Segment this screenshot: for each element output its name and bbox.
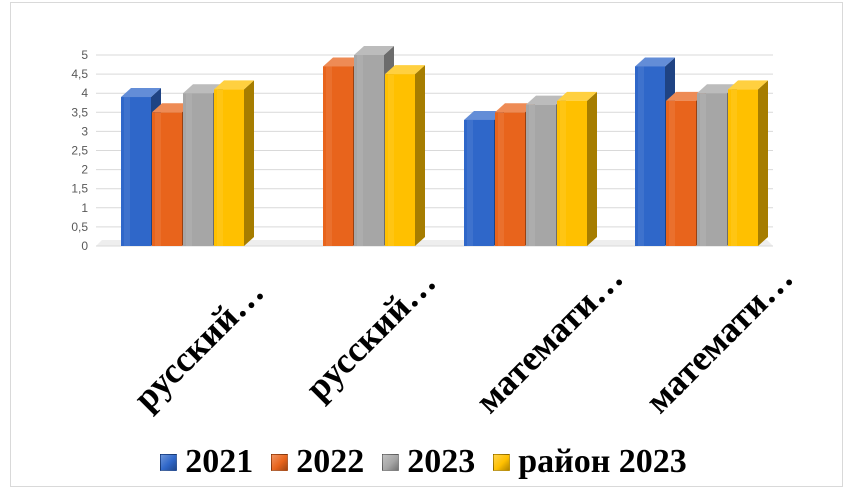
y-tick-label: 4 [81,86,88,100]
bar [214,80,254,246]
bar [557,91,597,246]
legend-item: 2021 [160,443,253,481]
bar [495,103,535,246]
legend-label: 2023 [407,443,476,480]
y-tick-label: 0 [81,239,88,253]
legend-swatch [382,453,400,471]
legend: 2021 2022 2023 район 2023 [0,437,847,487]
bar [323,57,363,247]
y-tick-label: 5 [81,48,88,62]
bar-chart: 00,511,522,533,544,55 русский… русский… ма… [71,46,801,421]
y-tick-label: 1 [81,201,88,215]
y-tick-label: 2,5 [71,144,88,158]
y-axis-ticks: 0 0,5 1 1,5 2 2,5 3 3,5 4 4,5 5 [71,48,88,253]
legend-label: 2021 [185,443,254,480]
category-label: русский… [297,262,443,408]
bars-layer [121,46,768,247]
y-tick-label: 4,5 [71,67,88,81]
y-tick-label: 3,5 [71,105,88,119]
y-tick-label: 1,5 [71,182,88,196]
category-labels: русский… русский… математи… математи… [125,257,800,420]
category-label: математи… [637,257,800,420]
legend-label: район 2023 [518,443,687,480]
legend-item: район 2023 [493,443,687,481]
bar [385,65,425,246]
legend-item: 2023 [382,443,475,481]
bar [728,80,768,246]
legend-swatch [493,453,511,471]
category-label: русский… [125,272,271,418]
legend-swatch [160,453,178,471]
category-label: математи… [467,257,630,420]
legend-label: 2022 [296,443,365,480]
chart-floor [96,240,773,246]
y-tick-label: 3 [81,124,88,138]
y-tick-label: 0,5 [71,220,88,234]
y-tick-label: 2 [81,163,88,177]
legend-swatch [271,453,289,471]
legend-item: 2022 [271,443,364,481]
